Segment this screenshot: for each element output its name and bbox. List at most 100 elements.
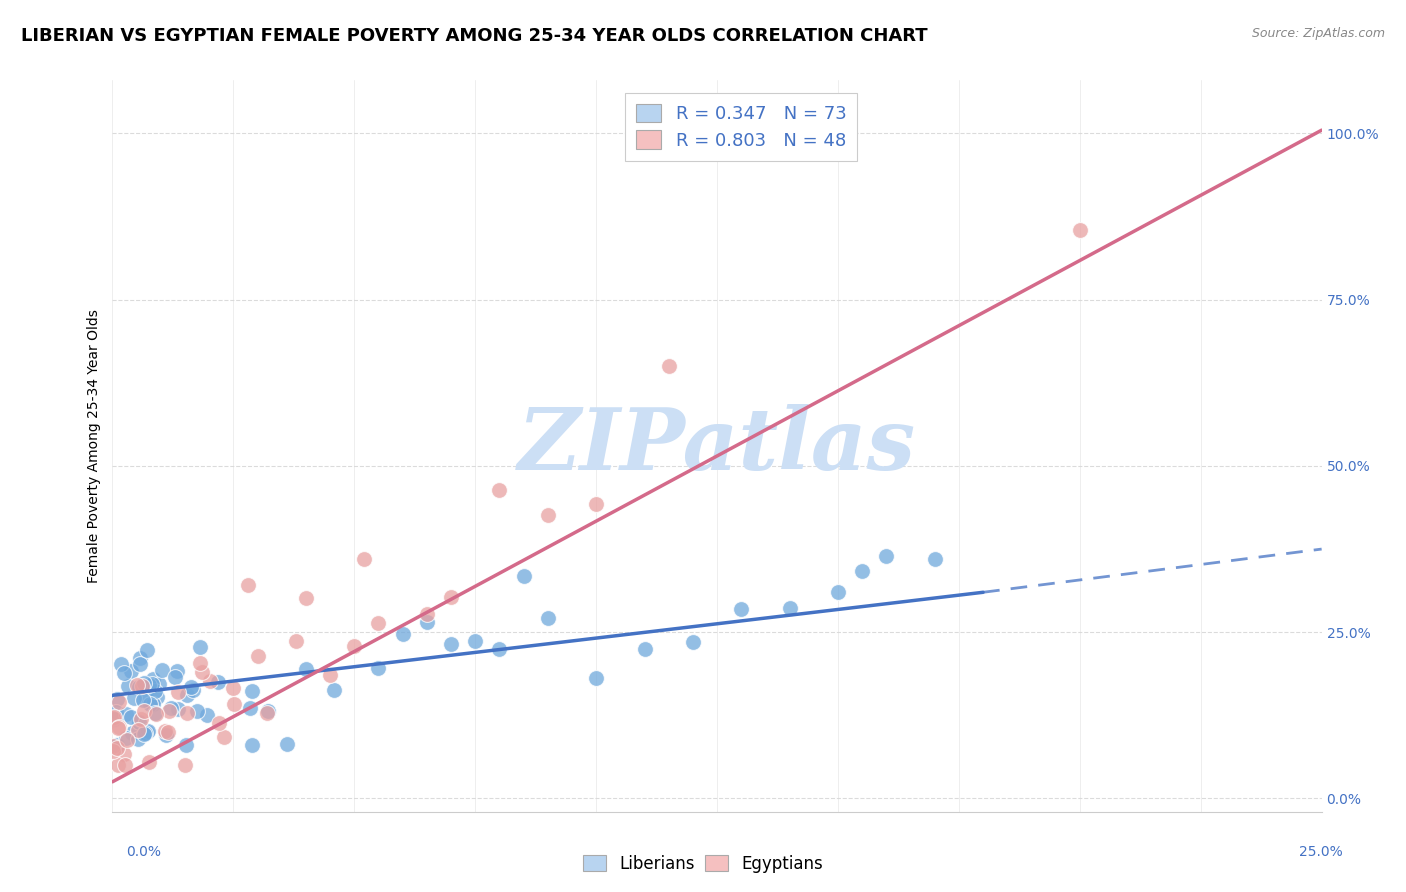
Point (1069, 223, 1091, 237)
Point (145, 706, 167, 720)
Point (256, 704, 278, 718)
Point (174, 738, 197, 752)
Point (440, 591, 463, 605)
Point (191, 665, 214, 679)
Legend: R = 0.347   N = 73, R = 0.803   N = 48: R = 0.347 N = 73, R = 0.803 N = 48 (626, 93, 858, 161)
Legend: Liberians, Egyptians: Liberians, Egyptians (576, 848, 830, 880)
Point (367, 660, 389, 674)
Point (212, 730, 235, 744)
Point (440, 637, 463, 651)
Text: LIBERIAN VS EGYPTIAN FEMALE POVERTY AMONG 25-34 YEAR OLDS CORRELATION CHART: LIBERIAN VS EGYPTIAN FEMALE POVERTY AMON… (21, 27, 928, 45)
Point (121, 726, 143, 740)
Point (323, 683, 346, 698)
Point (488, 641, 510, 656)
Point (353, 552, 375, 566)
Point (136, 723, 159, 738)
Point (195, 708, 218, 723)
Point (295, 662, 318, 676)
Point (114, 706, 136, 721)
Point (585, 671, 607, 685)
Point (128, 681, 150, 695)
Point (658, 359, 681, 373)
Point (105, 738, 128, 752)
Point (174, 758, 197, 772)
Point (134, 676, 156, 690)
Point (181, 682, 204, 697)
Point (105, 692, 128, 706)
Point (145, 706, 167, 721)
Point (198, 674, 221, 689)
Point (585, 497, 607, 511)
Point (157, 705, 180, 719)
Point (127, 677, 149, 691)
Point (416, 607, 439, 622)
Point (108, 695, 131, 709)
Point (136, 643, 159, 657)
Point (924, 551, 946, 566)
Point (512, 568, 534, 582)
Point (115, 733, 138, 747)
Point (367, 615, 389, 630)
Point (129, 712, 152, 726)
Point (132, 727, 155, 741)
Point (148, 676, 170, 690)
Point (240, 684, 263, 698)
Point (779, 601, 801, 615)
Point (127, 732, 149, 747)
Point (166, 664, 188, 678)
Point (416, 615, 439, 630)
Point (105, 740, 128, 755)
Point (160, 701, 183, 715)
Point (180, 680, 202, 694)
Point (120, 710, 142, 724)
Text: 0.0%: 0.0% (127, 846, 162, 859)
Point (167, 701, 190, 715)
Point (115, 731, 138, 746)
Point (188, 656, 211, 670)
Point (537, 610, 560, 624)
Point (138, 678, 160, 692)
Point (682, 634, 704, 648)
Point (537, 508, 560, 522)
Point (256, 706, 278, 721)
Point (145, 684, 167, 698)
Point (136, 725, 159, 739)
Point (124, 690, 146, 705)
Point (276, 737, 298, 751)
Point (239, 701, 262, 715)
Point (224, 697, 246, 711)
Point (319, 668, 342, 682)
Point (464, 634, 486, 648)
Point (117, 679, 139, 693)
Point (285, 634, 308, 648)
Point (176, 688, 198, 702)
Point (107, 758, 129, 772)
Point (103, 710, 125, 724)
Point (186, 704, 208, 718)
Point (730, 602, 752, 616)
Point (142, 697, 165, 711)
Point (343, 639, 366, 653)
Point (157, 724, 180, 739)
Point (127, 723, 149, 737)
Point (163, 670, 186, 684)
Point (167, 685, 190, 699)
Point (110, 657, 132, 671)
Point (108, 720, 131, 734)
Point (132, 693, 155, 707)
Point (103, 712, 125, 726)
Point (128, 657, 150, 672)
Text: Source: ZipAtlas.com: Source: ZipAtlas.com (1251, 27, 1385, 40)
Point (112, 666, 135, 681)
Point (141, 677, 163, 691)
Point (391, 627, 413, 641)
Point (120, 664, 142, 678)
Point (155, 728, 177, 742)
Text: 25.0%: 25.0% (1299, 846, 1343, 859)
Point (207, 674, 229, 689)
Point (107, 721, 129, 735)
Point (132, 704, 155, 718)
Point (153, 724, 176, 739)
Point (114, 758, 136, 772)
Point (138, 755, 160, 769)
